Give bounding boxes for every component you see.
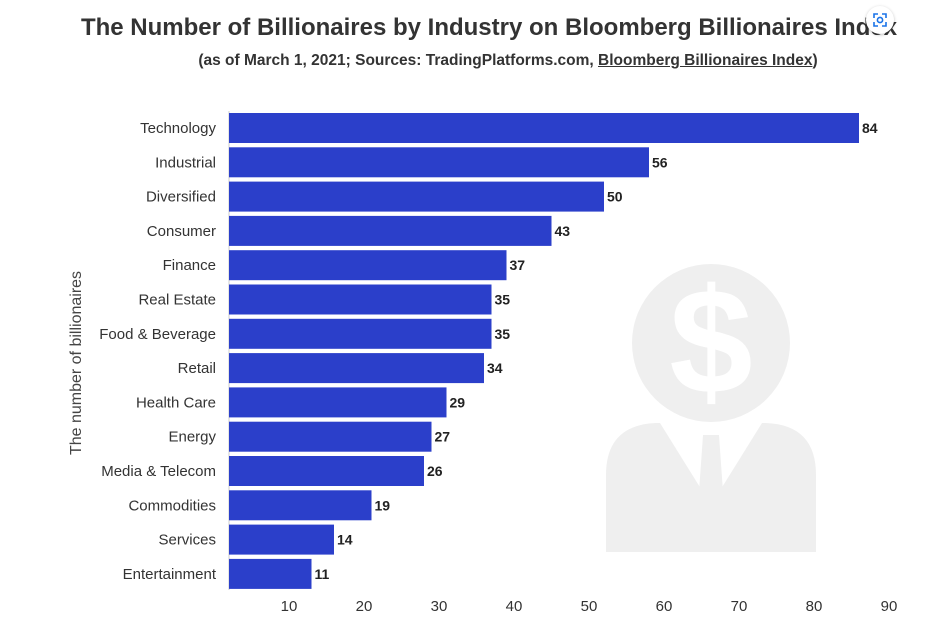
- lens-glyph: [873, 13, 887, 27]
- category-label-food-beverage: Food & Beverage: [99, 326, 216, 343]
- category-label-diversified: Diversified: [146, 189, 216, 206]
- value-label-diversified: 50: [607, 189, 623, 205]
- image-search-icon[interactable]: [866, 6, 894, 34]
- x-tick-label-50: 50: [581, 598, 598, 615]
- bar-media-telecom[interactable]: [229, 456, 424, 486]
- category-label-real-estate: Real Estate: [138, 292, 216, 309]
- value-label-food-beverage: 35: [495, 326, 511, 342]
- bar-commodities[interactable]: [229, 490, 372, 521]
- category-label-retail: Retail: [178, 360, 216, 377]
- bar-energy[interactable]: [229, 421, 432, 452]
- bar-industrial[interactable]: [229, 147, 649, 178]
- bar-diversified[interactable]: [229, 181, 604, 212]
- subtitle-close: ): [812, 52, 818, 69]
- value-label-entertainment: 11: [315, 566, 330, 582]
- value-label-media-telecom: 26: [427, 463, 443, 479]
- bar-real-estate[interactable]: [229, 284, 492, 315]
- x-tick-label-70: 70: [731, 598, 748, 615]
- category-label-energy: Energy: [168, 429, 216, 446]
- x-tick-label-80: 80: [806, 598, 823, 615]
- category-label-technology: Technology: [140, 120, 216, 137]
- value-label-industrial: 56: [652, 154, 668, 170]
- category-label-services: Services: [158, 532, 216, 549]
- category-label-consumer: Consumer: [147, 223, 216, 240]
- value-label-energy: 27: [435, 429, 451, 445]
- category-label-entertainment: Entertainment: [123, 566, 217, 583]
- x-tick-label-60: 60: [656, 598, 673, 615]
- chart-title: The Number of Billionaires by Industry o…: [80, 14, 898, 41]
- category-label-commodities: Commodities: [128, 497, 216, 514]
- value-label-real-estate: 35: [495, 292, 511, 308]
- subtitle-text: (as of March 1, 2021; Sources: TradingPl…: [198, 52, 599, 69]
- bar-consumer[interactable]: [229, 215, 552, 246]
- value-label-finance: 37: [510, 257, 526, 273]
- value-label-commodities: 19: [375, 497, 391, 513]
- bar-finance[interactable]: [229, 250, 507, 281]
- value-label-retail: 34: [487, 360, 503, 376]
- x-tick-label-40: 40: [506, 598, 523, 615]
- businessman-dollar-icon: $: [606, 257, 816, 552]
- x-tick-label-30: 30: [431, 598, 448, 615]
- category-label-finance: Finance: [163, 257, 216, 274]
- bar-technology[interactable]: [229, 113, 859, 143]
- value-label-services: 14: [337, 532, 353, 548]
- bar-retail[interactable]: [229, 353, 484, 384]
- category-label-industrial: Industrial: [155, 154, 216, 171]
- x-tick-label-20: 20: [356, 598, 373, 615]
- value-label-consumer: 43: [555, 223, 571, 239]
- bar-services[interactable]: [229, 524, 334, 555]
- value-label-health-care: 29: [450, 394, 466, 410]
- bar-entertainment[interactable]: [229, 558, 312, 589]
- bar-health-care[interactable]: [229, 387, 447, 418]
- svg-text:$: $: [669, 257, 752, 425]
- x-tick-label-10: 10: [281, 598, 298, 615]
- x-tick-label-90: 90: [881, 598, 898, 615]
- bar-food-beverage[interactable]: [229, 318, 492, 349]
- category-label-health-care: Health Care: [136, 394, 216, 411]
- source-link[interactable]: Bloomberg Billionaires Index: [598, 52, 813, 69]
- y-axis-title: The number of billionaires: [68, 271, 85, 455]
- value-label-technology: 84: [862, 120, 878, 136]
- category-label-media-telecom: Media & Telecom: [101, 463, 216, 480]
- chart-subtitle: (as of March 1, 2021; Sources: TradingPl…: [0, 52, 946, 70]
